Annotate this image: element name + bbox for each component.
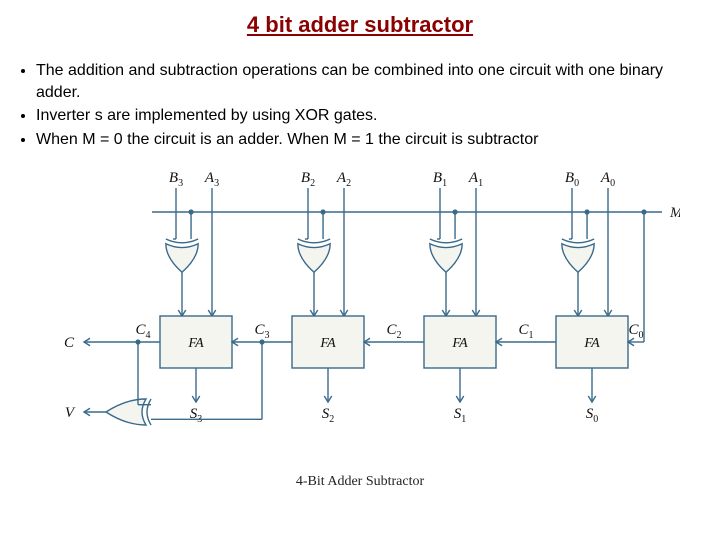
svg-text:C2: C2 [386,322,401,341]
bullet-item: When M = 0 the circuit is an adder. When… [36,129,700,151]
circuit-svg: M B3 A3 B2 A2 B1 A1 B0 A0 FA S3 FA S2 FA S1 FA S0 C3 C2 C1 C… [40,166,680,466]
svg-text:A1: A1 [468,170,483,189]
svg-text:FA: FA [187,336,204,351]
bullet-item: The addition and subtraction operations … [36,60,700,103]
svg-text:A3: A3 [204,170,219,189]
svg-text:FA: FA [319,336,336,351]
svg-text:S0: S0 [586,406,599,425]
svg-text:C3: C3 [254,322,269,341]
diagram-caption: 4-Bit Adder Subtractor [40,474,680,490]
svg-text:B3: B3 [169,170,183,189]
svg-text:FA: FA [583,336,600,351]
svg-text:V: V [65,405,76,421]
svg-text:B0: B0 [565,170,579,189]
svg-text:B1: B1 [433,170,447,189]
svg-text:A2: A2 [336,170,351,189]
svg-text:S2: S2 [322,406,335,425]
svg-text:A0: A0 [600,170,615,189]
svg-text:FA: FA [451,336,468,351]
page-title: 4 bit adder subtractor [0,0,720,44]
bullet-list: The addition and subtraction operations … [0,60,720,150]
svg-text:S1: S1 [454,406,467,425]
svg-text:M: M [669,205,680,221]
circuit-diagram: M B3 A3 B2 A2 B1 A1 B0 A0 FA S3 FA S2 FA S1 FA S0 C3 C2 C1 C… [40,166,680,490]
svg-text:C: C [64,335,75,351]
svg-text:S3: S3 [190,406,203,425]
svg-text:C4: C4 [135,322,150,341]
svg-text:C1: C1 [518,322,533,341]
svg-text:C0: C0 [628,322,643,341]
bullet-item: Inverter s are implemented by using XOR … [36,105,700,127]
svg-text:B2: B2 [301,170,315,189]
